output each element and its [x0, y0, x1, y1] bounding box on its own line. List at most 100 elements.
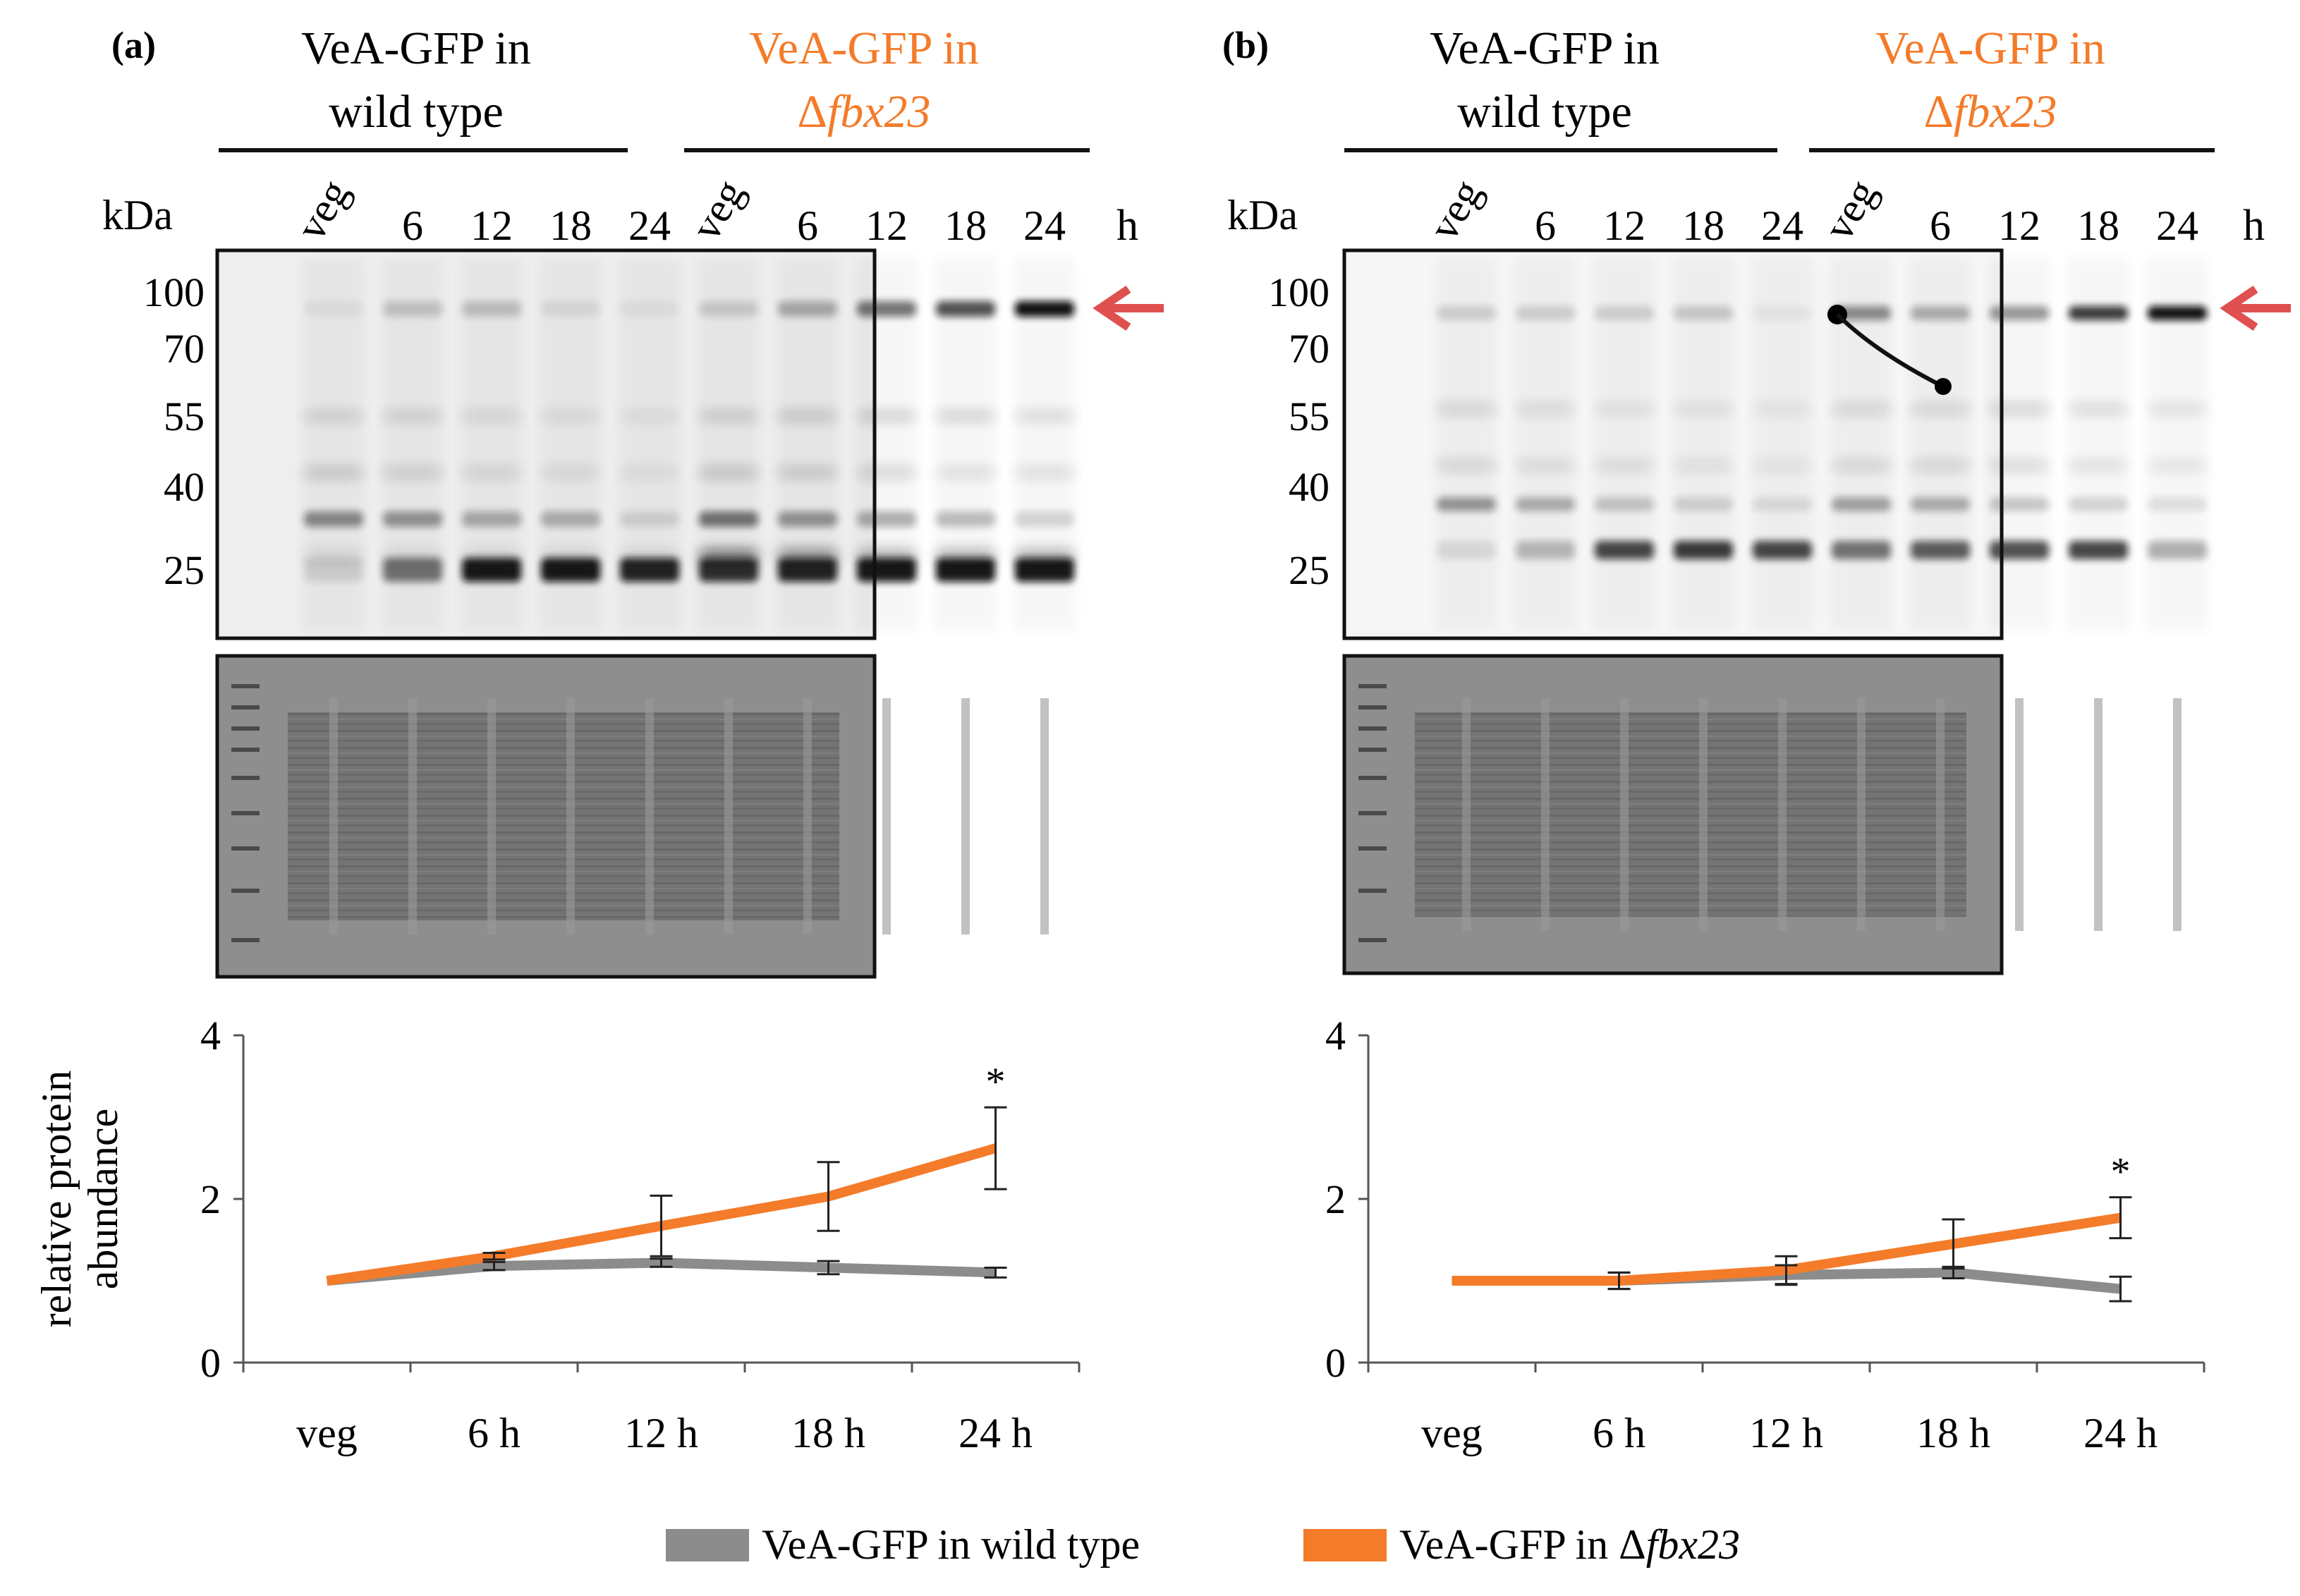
- band: [541, 549, 600, 562]
- band: [1015, 467, 1074, 478]
- lane-label: 24: [2156, 202, 2198, 249]
- legend-label-wt: VeA-GFP in wild type: [762, 1521, 1140, 1568]
- band: [304, 301, 363, 317]
- group-label-mut-italic: fbx23: [827, 86, 931, 138]
- band: [620, 301, 679, 317]
- ponceau-lane-gap: [1040, 698, 1049, 934]
- lane-label: 12: [470, 202, 513, 249]
- band: [541, 411, 600, 421]
- group-label-mut-italic: fbx23: [1954, 86, 2057, 138]
- band: [1437, 497, 1496, 511]
- band: [1015, 511, 1074, 527]
- band: [620, 411, 679, 421]
- ladder-band: [1358, 726, 1387, 731]
- panel-letter: (a): [111, 24, 156, 66]
- band: [1595, 404, 1654, 414]
- band: [1753, 306, 1812, 320]
- lane-label: 24: [1761, 202, 1803, 249]
- band: [383, 467, 442, 478]
- band: [1437, 541, 1496, 559]
- ladder-band: [231, 684, 260, 688]
- group-label-wt-line2: wild type: [1457, 86, 1631, 138]
- lane-label: 18: [944, 202, 987, 249]
- ladder-band: [1358, 776, 1387, 780]
- band: [857, 301, 916, 317]
- ponceau-border: [215, 654, 877, 979]
- y-tick-label: 0: [200, 1340, 221, 1386]
- y-tick-label: 2: [1325, 1176, 1346, 1222]
- group-label-mut-line2: Δfbx23: [1923, 86, 2057, 138]
- x-tick-label: 24 h: [959, 1410, 1033, 1456]
- band: [1516, 404, 1575, 414]
- band: [304, 411, 363, 421]
- band: [1516, 541, 1575, 559]
- group-label-wt-line1: VeA-GFP in: [301, 23, 531, 74]
- blot-border: [215, 248, 877, 640]
- y-tick-label: 0: [1325, 1340, 1346, 1386]
- kda-label: kDa: [1227, 192, 1298, 238]
- band: [1990, 461, 2049, 470]
- band: [1595, 497, 1654, 511]
- lane-label: veg: [287, 171, 358, 248]
- ponceau-lane-gap: [1778, 698, 1787, 931]
- band: [2148, 497, 2207, 511]
- band: [699, 558, 758, 582]
- ponceau-lane-gap: [645, 698, 654, 934]
- lane-label: 12: [1998, 202, 2040, 249]
- band: [1595, 541, 1654, 559]
- ladder-band: [231, 705, 260, 709]
- band: [857, 549, 916, 562]
- western-blot: [1342, 248, 2207, 640]
- arrow-head: [2220, 286, 2258, 331]
- band: [936, 411, 995, 421]
- kda-label: kDa: [102, 192, 173, 238]
- ponceau-lane-gap: [882, 698, 891, 934]
- band: [1832, 461, 1891, 470]
- band: [1437, 404, 1496, 414]
- band: [541, 558, 600, 582]
- ladder-band: [1358, 811, 1387, 815]
- band: [936, 301, 995, 317]
- marker-label: 100: [143, 269, 205, 315]
- group-label-mut-line2: Δfbx23: [797, 86, 930, 138]
- ponceau-lane-gap: [2015, 698, 2024, 931]
- band: [383, 549, 442, 562]
- band: [1990, 404, 2049, 414]
- x-tick-label: 12 h: [624, 1410, 698, 1456]
- band: [304, 558, 363, 582]
- band: [778, 549, 837, 562]
- band: [1674, 404, 1733, 414]
- band: [1911, 541, 1970, 559]
- band: [2148, 404, 2207, 414]
- band: [1674, 461, 1733, 470]
- arrow-head: [1093, 286, 1131, 331]
- band: [1516, 461, 1575, 470]
- ponceau-lane-gap: [566, 698, 575, 934]
- ladder-band: [231, 776, 260, 780]
- ponceau-lane-gap: [1699, 698, 1708, 931]
- x-tick-label: veg: [296, 1410, 358, 1456]
- band: [1674, 497, 1733, 511]
- band: [936, 549, 995, 562]
- group-label-mut-line1: VeA-GFP in: [1875, 23, 2105, 74]
- ladder-band: [231, 889, 260, 893]
- band: [857, 558, 916, 582]
- band: [857, 411, 916, 421]
- legend-mut-italic: fbx23: [1646, 1521, 1740, 1568]
- significance-marker: *: [986, 1060, 1006, 1104]
- ponceau-lane-gap: [1620, 698, 1629, 931]
- lane-label: 12: [1603, 202, 1645, 249]
- band: [778, 558, 837, 582]
- lane-label: 6: [402, 202, 423, 249]
- band: [2148, 461, 2207, 470]
- band: [1753, 541, 1812, 559]
- panel-b: (b) VeA-GFP in wild type VeA-GFP in Δfbx23 kD…: [1222, 23, 2291, 1456]
- ponceau-lane-gap: [803, 698, 812, 934]
- band: [2069, 461, 2128, 470]
- ponceau-lane-gap: [1462, 698, 1471, 931]
- y-tick-label: 2: [200, 1176, 221, 1222]
- group-label-mut-delta: Δ: [797, 86, 827, 138]
- band: [1595, 306, 1654, 320]
- legend-label-mut: VeA-GFP in Δfbx23: [1399, 1521, 1740, 1568]
